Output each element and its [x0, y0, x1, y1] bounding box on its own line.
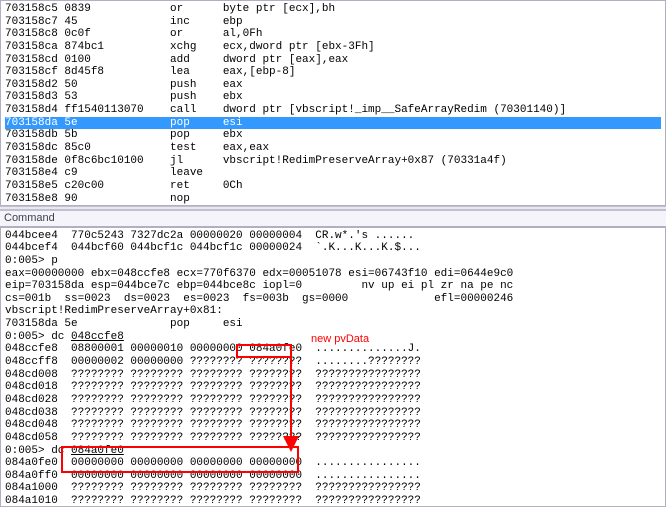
command-prompt-line: 0:005> p	[5, 255, 661, 268]
annotation-new-pvdata: new pvData	[311, 333, 369, 346]
disasm-row[interactable]: 703158cf 8d45f8 lea eax,[ebp-8]	[5, 66, 661, 79]
disasm-row[interactable]: 703158e8 90 nop	[5, 193, 661, 206]
memory-address-link[interactable]: 084a0fe0	[71, 445, 124, 457]
command-output-line: 084a1000 ???????? ???????? ???????? ????…	[5, 482, 661, 495]
disasm-row[interactable]: 703158c8 0c0f or al,0Fh	[5, 28, 661, 41]
command-output-line: eip=703158da esp=044bce7c ebp=044bce8c i…	[5, 280, 661, 293]
disasm-row[interactable]: 703158d3 53 push ebx	[5, 91, 661, 104]
disasm-row[interactable]: 703158c7 45 inc ebp	[5, 16, 661, 29]
disasm-row[interactable]: 703158d4 ff1540113070 call dword ptr [vb…	[5, 104, 661, 117]
command-output-line: 048ccff8 00000002 00000000 ???????? ????…	[5, 356, 661, 369]
command-output-line: 084a0ff0 00000000 00000000 00000000 0000…	[5, 470, 661, 483]
command-output-line: 048cd048 ???????? ???????? ???????? ????…	[5, 419, 661, 432]
memory-address-link[interactable]: 048ccfe8	[71, 331, 124, 343]
command-panel: 044bcee4 770c5243 7327dc2a 00000020 0000…	[0, 227, 666, 507]
disasm-row[interactable]: 703158c5 0839 or byte ptr [ecx],bh	[5, 3, 661, 16]
disasm-row[interactable]: 703158d2 50 push eax	[5, 79, 661, 92]
command-output-line: 048cd028 ???????? ???????? ???????? ????…	[5, 394, 661, 407]
command-output-line: vbscript!RedimPreserveArray+0x81:	[5, 305, 661, 318]
command-output-line: cs=001b ss=0023 ds=0023 es=0023 fs=003b …	[5, 293, 661, 306]
disasm-row[interactable]: 703158db 5b pop ebx	[5, 129, 661, 142]
command-output-line: 044bcee4 770c5243 7327dc2a 00000020 0000…	[5, 230, 661, 243]
disasm-row[interactable]: 703158de 0f8c6bc10100 jl vbscript!RedimP…	[5, 155, 661, 168]
command-output-line: 048cd008 ???????? ???????? ???????? ????…	[5, 369, 661, 382]
disasm-row[interactable]: 703158cd 0100 add dword ptr [eax],eax	[5, 54, 661, 67]
disasm-row[interactable]: 703158dc 85c0 test eax,eax	[5, 142, 661, 155]
command-output-line: 048ccfe8 08800001 00000010 00000000 084a…	[5, 343, 661, 356]
disasm-row[interactable]: 703158da 5e pop esi	[5, 117, 661, 130]
command-output-line: 044bcef4 044bcf60 044bcf1c 044bcf1c 0000…	[5, 242, 661, 255]
command-output-line: 048cd018 ???????? ???????? ???????? ????…	[5, 381, 661, 394]
command-prompt-line: 0:005> dc 084a0fe0	[5, 445, 661, 458]
command-output-line: 084a0fe0 00000000 00000000 00000000 0000…	[5, 457, 661, 470]
disasm-row[interactable]: 703158ca 874bc1 xchg ecx,dword ptr [ebx-…	[5, 41, 661, 54]
command-output-line: 048cd058 ???????? ???????? ???????? ????…	[5, 432, 661, 445]
disasm-row[interactable]: 703158e4 c9 leave	[5, 167, 661, 180]
command-panel-title: Command	[0, 210, 666, 227]
command-output-line: 084a1010 ???????? ???????? ???????? ????…	[5, 495, 661, 507]
command-output-line: eax=00000000 ebx=048ccfe8 ecx=770f6370 e…	[5, 268, 661, 281]
disasm-row[interactable]: 703158e5 c20c00 ret 0Ch	[5, 180, 661, 193]
command-output-line: 048cd038 ???????? ???????? ???????? ????…	[5, 407, 661, 420]
disassembly-panel: 703158c5 0839 or byte ptr [ecx],bh703158…	[0, 0, 666, 206]
command-output-line: 703158da 5e pop esi	[5, 318, 661, 331]
